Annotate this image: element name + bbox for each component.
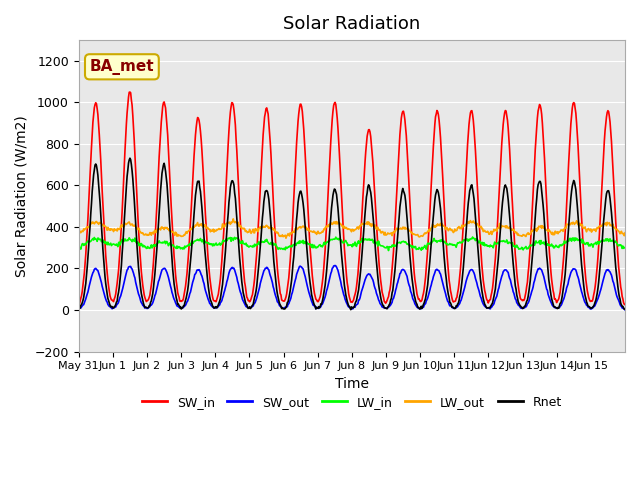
SW_out xyxy=(239,298,247,304)
SW_out xyxy=(409,296,417,301)
SW_in xyxy=(126,89,134,95)
LW_out xyxy=(621,230,629,236)
LW_out xyxy=(229,216,237,222)
Rnet xyxy=(126,156,134,161)
LW_in xyxy=(139,244,147,250)
LW_out xyxy=(75,228,83,234)
LW_out xyxy=(267,223,275,228)
Rnet xyxy=(240,293,248,299)
X-axis label: Time: Time xyxy=(335,377,369,391)
LW_in xyxy=(75,243,83,249)
LW_in xyxy=(239,241,247,247)
Rnet xyxy=(410,287,417,293)
LW_in xyxy=(266,241,274,247)
Rnet xyxy=(75,306,83,312)
LW_out xyxy=(282,235,290,241)
Legend: SW_in, SW_out, LW_in, LW_out, Rnet: SW_in, SW_out, LW_in, LW_out, Rnet xyxy=(137,391,567,414)
SW_in xyxy=(75,302,83,308)
Title: Solar Radiation: Solar Radiation xyxy=(284,15,420,33)
Rnet xyxy=(140,300,147,306)
SW_in xyxy=(440,187,447,192)
SW_out xyxy=(332,263,339,268)
Line: LW_in: LW_in xyxy=(79,237,625,251)
SW_out xyxy=(440,283,447,288)
SW_in xyxy=(240,272,248,277)
Rnet xyxy=(267,222,275,228)
LW_out xyxy=(240,225,248,231)
SW_out xyxy=(139,302,147,308)
Line: SW_in: SW_in xyxy=(79,92,625,305)
Line: LW_out: LW_out xyxy=(79,219,625,238)
LW_out xyxy=(410,231,417,237)
LW_in xyxy=(287,244,295,250)
Y-axis label: Solar Radiation (W/m2): Solar Radiation (W/m2) xyxy=(15,115,29,276)
LW_out xyxy=(289,229,296,235)
LW_out xyxy=(139,230,147,236)
SW_in xyxy=(288,236,296,241)
Text: BA_met: BA_met xyxy=(90,59,154,75)
SW_in xyxy=(267,152,275,157)
Line: Rnet: Rnet xyxy=(79,158,625,310)
LW_in xyxy=(409,243,417,249)
Rnet xyxy=(621,306,629,312)
SW_out xyxy=(621,307,629,312)
Rnet xyxy=(347,307,355,312)
LW_in xyxy=(621,244,629,250)
SW_out xyxy=(266,273,274,278)
LW_in xyxy=(440,239,447,245)
LW_in xyxy=(468,234,476,240)
SW_in xyxy=(621,302,629,308)
LW_out xyxy=(440,223,448,229)
SW_in xyxy=(409,250,417,255)
SW_in xyxy=(140,287,147,293)
SW_out xyxy=(75,307,83,312)
Rnet xyxy=(288,277,296,283)
LW_in xyxy=(385,248,392,253)
Rnet xyxy=(440,253,448,259)
SW_out xyxy=(287,295,295,301)
Line: SW_out: SW_out xyxy=(79,265,625,310)
